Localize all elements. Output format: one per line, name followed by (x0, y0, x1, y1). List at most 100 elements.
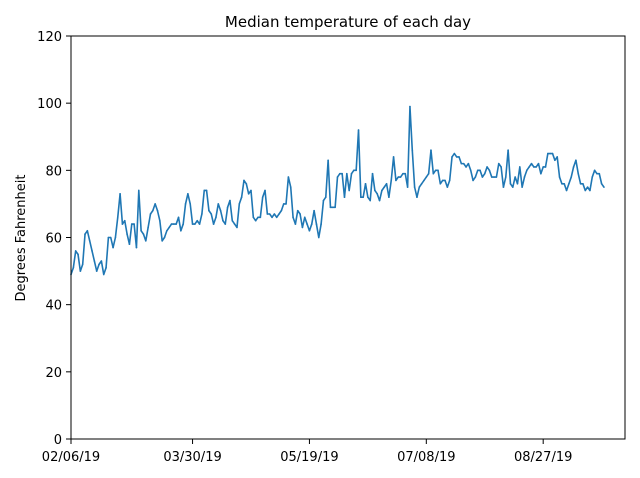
data-point (558, 176, 561, 178)
data-point (402, 172, 404, 175)
data-point (217, 203, 220, 205)
data-point (196, 219, 199, 222)
data-point (145, 240, 147, 242)
data-point (229, 199, 231, 202)
data-point (273, 213, 276, 215)
data-point (439, 182, 442, 185)
data-point (261, 196, 264, 198)
data-point (310, 223, 313, 225)
data-point (133, 223, 135, 225)
data-point (292, 216, 294, 219)
data-point (77, 253, 79, 256)
data-point (259, 216, 262, 219)
data-point (116, 216, 119, 219)
data-point (280, 209, 283, 212)
data-point (371, 172, 374, 175)
data-point (320, 223, 322, 225)
data-point (301, 226, 304, 229)
data-point (252, 216, 255, 219)
data-point (367, 196, 369, 198)
data-point (568, 182, 570, 185)
data-point (109, 236, 112, 239)
data-point (437, 169, 439, 172)
data-point (210, 213, 213, 215)
data-point (266, 213, 269, 215)
data-point (603, 186, 605, 188)
data-point (572, 166, 575, 168)
data-point (303, 216, 306, 219)
data-point (453, 152, 456, 155)
data-point (360, 196, 362, 198)
data-point (589, 189, 591, 192)
y-tick-label: 100 (37, 97, 62, 112)
x-tick-label: 02/06/19 (42, 450, 100, 465)
data-point (493, 176, 495, 178)
data-point (563, 182, 566, 185)
data-point (275, 216, 278, 219)
data-point (346, 172, 348, 175)
data-point (561, 182, 563, 185)
data-point (189, 203, 192, 205)
data-point (240, 196, 243, 198)
data-point (533, 166, 535, 168)
data-point (294, 223, 297, 225)
data-point (409, 105, 411, 108)
data-point (231, 219, 234, 222)
data-point (495, 176, 498, 178)
data-point (509, 182, 512, 185)
data-point (341, 172, 343, 175)
data-point (191, 223, 194, 225)
data-point (600, 182, 603, 185)
data-point (490, 176, 493, 178)
data-point (591, 176, 594, 178)
data-point (107, 236, 110, 239)
data-point (322, 199, 325, 202)
x-tick-label: 03/30/19 (163, 450, 221, 465)
data-point (395, 179, 397, 182)
y-axis: 0 20 40 60 80 100 120 (37, 30, 71, 448)
data-point (441, 179, 444, 182)
data-point (343, 196, 346, 198)
data-point (254, 219, 257, 222)
data-point (479, 169, 481, 172)
data-point (119, 193, 121, 195)
data-point (126, 233, 128, 235)
x-tick-label: 08/27/19 (514, 450, 572, 465)
data-point (105, 266, 107, 269)
data-point (84, 233, 86, 235)
data-point (474, 176, 477, 178)
y-tick-label: 40 (45, 299, 62, 314)
data-point (512, 186, 514, 188)
data-point (476, 169, 479, 172)
data-point (285, 203, 287, 205)
data-point (208, 209, 210, 212)
data-point (353, 169, 355, 172)
data-point (271, 216, 273, 219)
data-point (458, 156, 460, 158)
data-point (540, 172, 542, 175)
data-point (137, 189, 140, 192)
data-point (530, 162, 533, 165)
data-point (411, 149, 414, 151)
data-point (516, 182, 519, 185)
data-point (357, 129, 360, 131)
data-point (142, 233, 145, 235)
data-point (542, 166, 544, 168)
x-axis: 02/06/19 03/30/19 05/19/19 07/08/19 08/27/19 (42, 439, 572, 465)
data-point (399, 176, 402, 178)
data-point (483, 172, 486, 175)
data-point (467, 162, 470, 165)
data-point (547, 152, 549, 155)
data-point (203, 189, 206, 192)
y-tick-label: 0 (54, 433, 62, 448)
data-point (278, 213, 280, 215)
data-point (374, 189, 376, 192)
data-point (102, 273, 105, 276)
data-point (236, 226, 238, 229)
data-point (140, 229, 142, 232)
data-point (504, 176, 507, 178)
data-point (130, 223, 133, 225)
data-point (350, 172, 353, 175)
data-point (226, 206, 229, 209)
data-point (98, 263, 100, 266)
